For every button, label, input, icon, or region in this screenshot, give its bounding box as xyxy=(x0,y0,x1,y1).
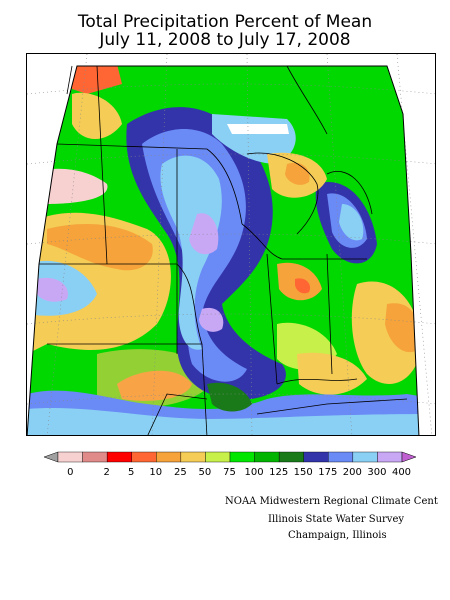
precip-zone-north-white xyxy=(227,124,289,134)
legend-label: 10 xyxy=(149,467,162,478)
precip-zone-north-orange xyxy=(67,66,122,94)
legend-label: 300 xyxy=(367,467,386,478)
legend-label: 75 xyxy=(223,467,236,478)
legend-swatch xyxy=(352,451,378,463)
legend-swatch xyxy=(229,451,255,463)
credit-organization: NOAA Midwestern Regional Climate Cent xyxy=(225,496,438,507)
legend-swatch xyxy=(205,451,231,463)
precip-zone-central-lavender-1 xyxy=(189,213,219,255)
legend-end-high xyxy=(401,451,417,463)
precip-zone-north-yellow xyxy=(72,92,122,139)
legend-swatch xyxy=(278,451,304,463)
legend-label: 50 xyxy=(199,467,212,478)
legend-label: 0 xyxy=(67,467,73,478)
color-scale-legend: 0 2 5 10 25 50 75 100 125 150 175 200 300 400 xyxy=(43,451,417,478)
precip-zone-south-lightblue xyxy=(27,407,419,435)
legend-label: 25 xyxy=(174,467,187,478)
legend-label: 150 xyxy=(294,467,313,478)
legend-label: 5 xyxy=(128,467,134,478)
map-domain-outline xyxy=(27,65,420,435)
precip-zone-west-orange xyxy=(47,224,153,271)
precip-zone-east-red xyxy=(295,278,311,294)
legend-label: 2 xyxy=(103,467,109,478)
legend-swatch xyxy=(57,451,83,463)
legend-swatch xyxy=(180,451,206,463)
map-title: Total Precipitation Percent of Mean xyxy=(77,12,373,32)
legend-swatch xyxy=(328,451,354,463)
precipitation-map-graphic xyxy=(27,54,435,435)
precip-zone-central-lightblue xyxy=(160,155,222,350)
precip-zone-southeast-orange xyxy=(385,303,419,353)
precipitation-map xyxy=(26,53,436,436)
legend-label: 125 xyxy=(269,467,288,478)
credit-agency: Illinois State Water Survey xyxy=(268,514,405,525)
legend-end-low xyxy=(43,451,59,463)
legend-label: 100 xyxy=(245,467,264,478)
legend-swatch xyxy=(303,451,329,463)
credit-location: Champaign, Illinois xyxy=(288,530,387,541)
legend-swatch xyxy=(82,451,108,463)
legend-swatch xyxy=(254,451,280,463)
precip-zone-central-lavender-2 xyxy=(199,307,224,332)
precip-zone-south-darkgreen xyxy=(207,382,252,412)
legend-swatch xyxy=(106,451,132,463)
legend-label: 200 xyxy=(343,467,362,478)
map-date-range: July 11, 2008 to July 17, 2008 xyxy=(99,30,351,50)
legend-swatch xyxy=(131,451,157,463)
legend-label: 175 xyxy=(318,467,337,478)
precip-zone-east-lightblue xyxy=(339,204,364,241)
legend-label: 400 xyxy=(392,467,411,478)
precip-zone-west-lavender xyxy=(37,277,68,302)
legend-swatch xyxy=(156,451,182,463)
legend-swatch xyxy=(377,451,403,463)
